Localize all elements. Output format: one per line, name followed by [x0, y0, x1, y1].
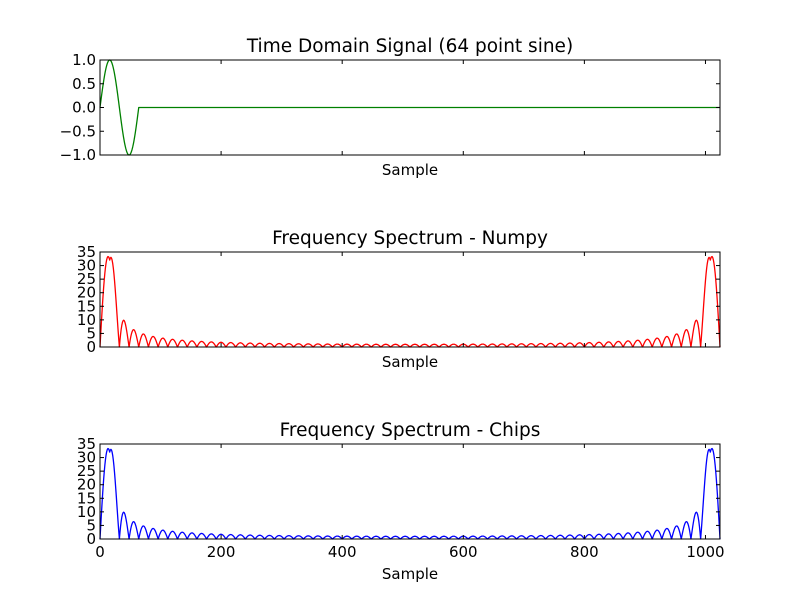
series-line: [99, 447, 721, 540]
y-tick-label: 25: [77, 462, 96, 480]
y-tick-label: −1.0: [60, 146, 96, 164]
chart-title: Frequency Spectrum - Numpy: [272, 228, 548, 249]
y-tick-label: 10: [77, 311, 96, 329]
y-tick-label: 10: [77, 503, 96, 521]
subplot-1: Time Domain Signal (64 point sine) −1.0 −0…: [60, 36, 721, 179]
x-tick-label: 800: [570, 543, 599, 561]
series-line: [99, 59, 720, 156]
y-tick-label: 15: [77, 297, 96, 315]
x-axis-label: Sample: [382, 565, 438, 583]
x-tick-label: 400: [328, 543, 357, 561]
y-tick-label: 15: [77, 489, 96, 507]
y-tick-label: 0.5: [72, 75, 96, 93]
y-tick-label: 1.0: [72, 51, 96, 69]
x-axis-label: Sample: [382, 353, 438, 371]
y-tick-label: 30: [77, 257, 96, 275]
axes-frame: [99, 251, 721, 348]
x-tick-label: 1000: [686, 543, 724, 561]
chart-title: Time Domain Signal (64 point sine): [246, 36, 573, 57]
x-tick-label: 600: [449, 543, 478, 561]
y-tick-label: 0: [86, 338, 96, 356]
y-tick-label: 35: [77, 435, 96, 453]
y-tick-label: 25: [77, 270, 96, 288]
axes-frame: [99, 443, 721, 540]
y-tick-label: 5: [86, 324, 96, 342]
y-tick-label: 20: [77, 476, 96, 494]
chart-title: Frequency Spectrum - Chips: [280, 420, 541, 441]
x-tick-label: 0: [95, 543, 105, 561]
x-tick-label: 200: [207, 543, 236, 561]
y-tick-label: 0: [86, 530, 96, 548]
y-tick-label: 30: [77, 449, 96, 467]
y-tick-label: 20: [77, 284, 96, 302]
y-tick-label: 35: [77, 243, 96, 261]
subplot-3: Frequency Spectrum - Chips05101520253035…: [77, 420, 725, 583]
x-axis-label: Sample: [382, 161, 438, 179]
y-tick-label: 0.0: [72, 99, 96, 117]
series-line: [99, 255, 721, 348]
y-tick-label: 5: [86, 516, 96, 534]
y-tick-label: −0.5: [60, 122, 96, 140]
subplot-2: Frequency Spectrum - Numpy 05101520253035…: [77, 228, 721, 371]
